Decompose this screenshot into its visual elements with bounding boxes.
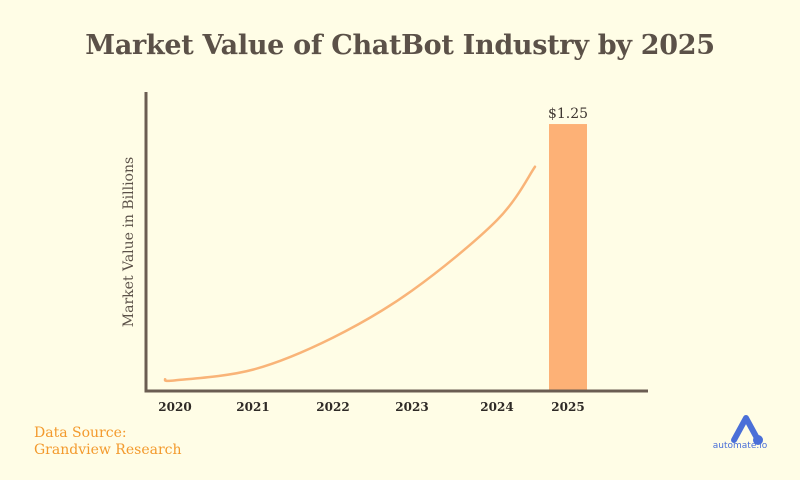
data-source: Data Source: Grandview Research (34, 425, 182, 459)
automate-logo-icon (731, 415, 763, 445)
data-label-2025: $1.25 (548, 106, 588, 122)
bar-2025 (549, 124, 587, 390)
chart-title: Market Value of ChatBot Industry by 2025 (85, 30, 715, 61)
x-tick-label-2022: 2022 (316, 400, 349, 414)
x-tick-label-2023: 2023 (395, 400, 428, 414)
line-series (163, 165, 537, 383)
x-tick-label-2020: 2020 (158, 400, 191, 414)
y-axis-label: Market Value in Billions (121, 157, 137, 327)
brand-name: automate.io (712, 441, 768, 451)
x-tick-label-2021: 2021 (236, 400, 269, 414)
x-tick-label-2024: 2024 (480, 400, 513, 414)
data-source-name: Grandview Research (34, 442, 182, 458)
data-source-label: Data Source: (34, 425, 127, 441)
x-tick-label-2025: 2025 (551, 400, 584, 414)
